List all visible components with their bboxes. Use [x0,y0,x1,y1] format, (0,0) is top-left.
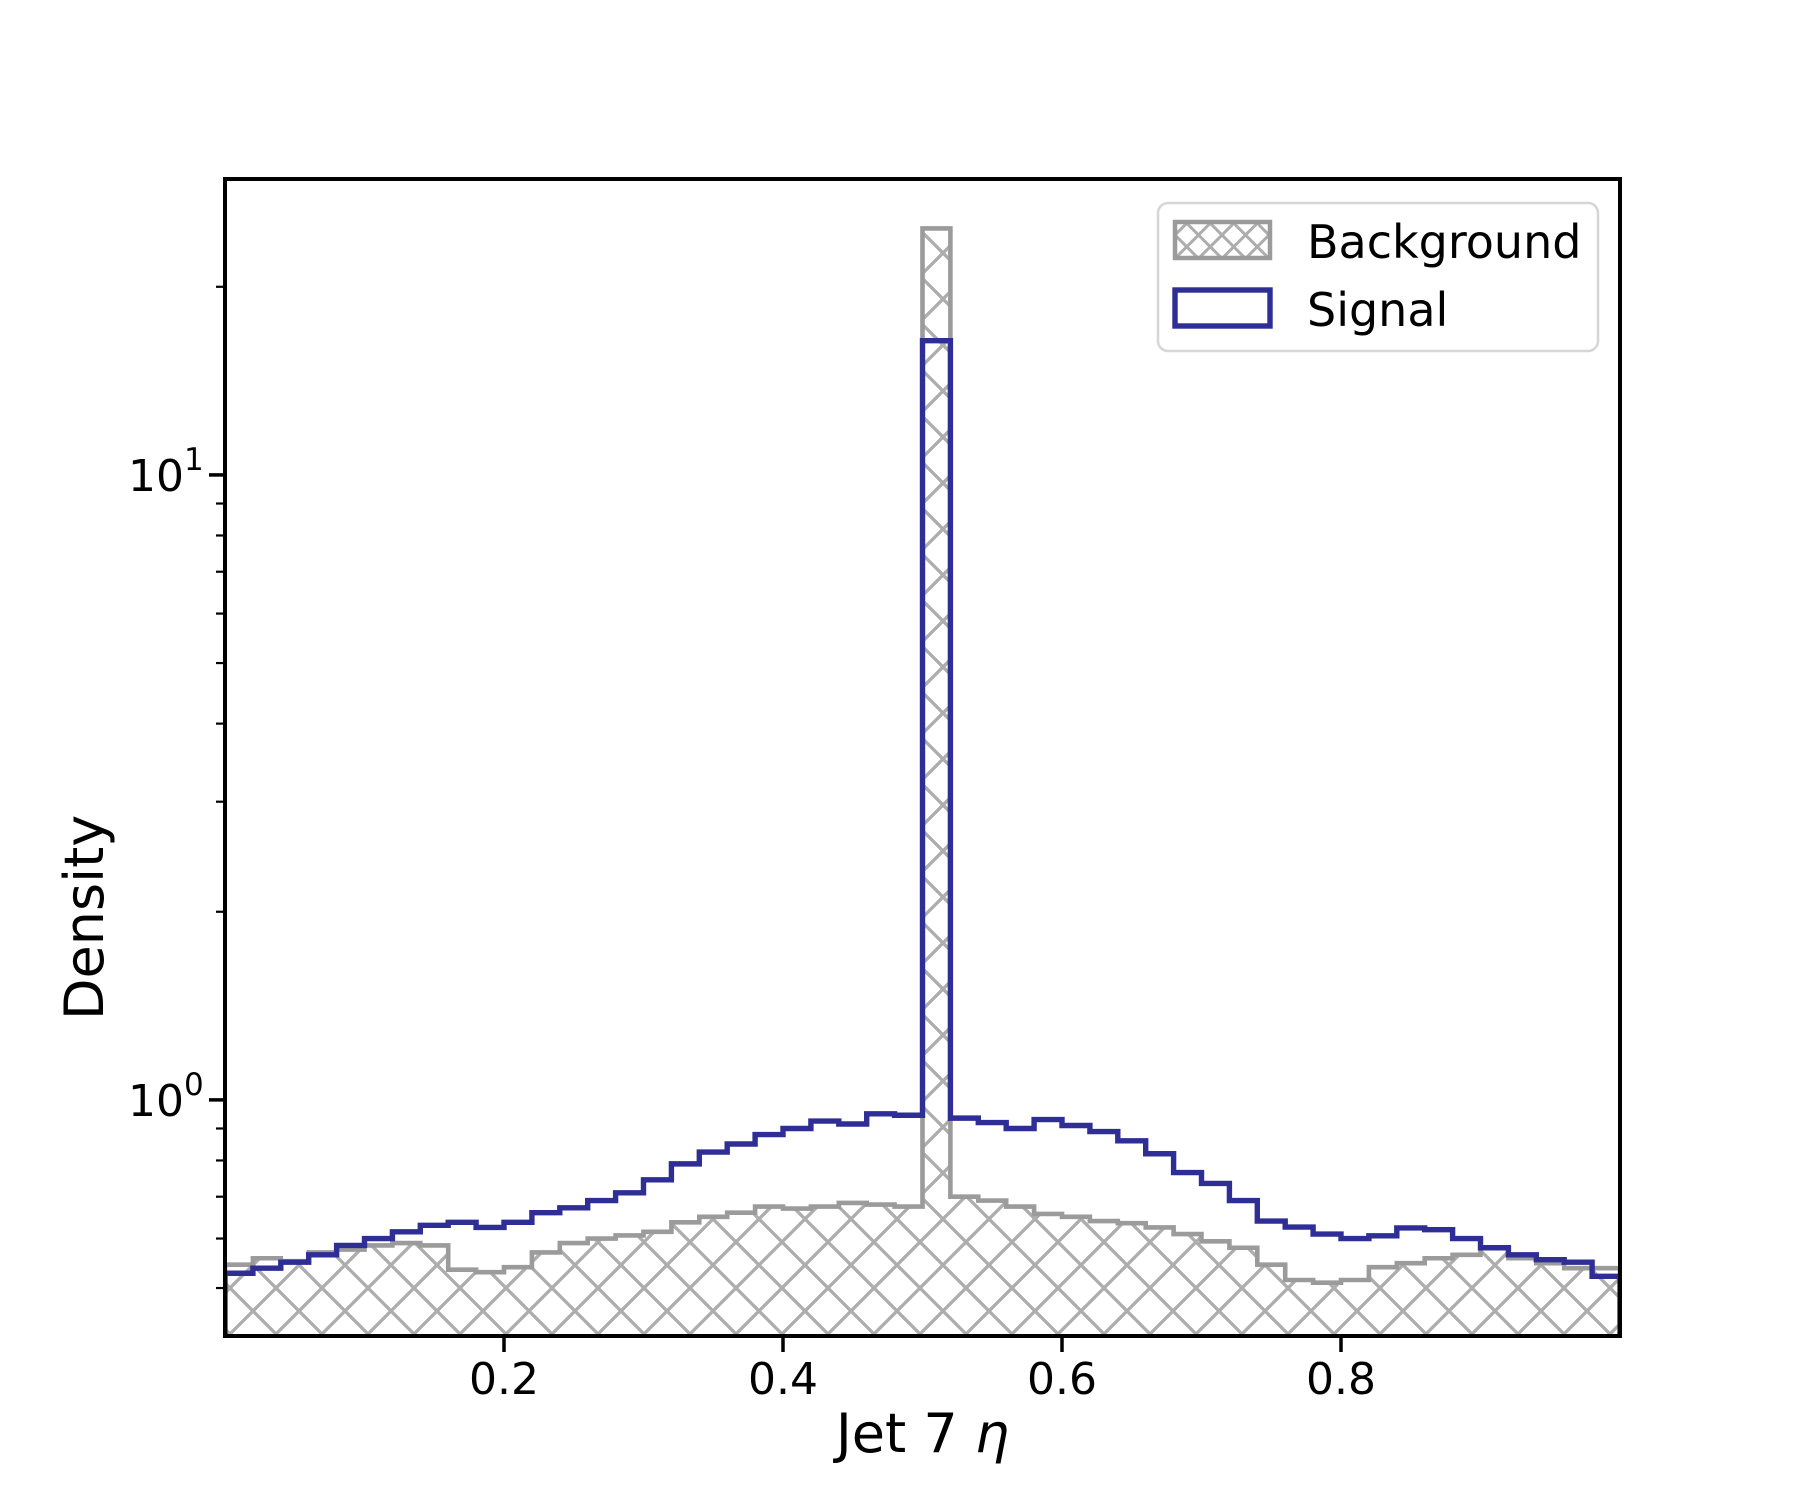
signal-series-path [225,337,1620,1336]
y-tick-label: 101 [128,442,204,502]
x-tick-label: 0.6 [1027,1354,1097,1405]
legend-label-background: Background [1307,215,1581,269]
x-tick-label: 0.8 [1306,1354,1376,1405]
legend-label-signal: Signal [1307,283,1448,337]
axes-spines [223,177,1622,1338]
y-tick-label: 100 [128,1067,204,1127]
legend-swatch-background [1172,219,1273,261]
legend-swatch-signal [1172,287,1273,329]
x-tick-label: 0.4 [748,1354,818,1405]
x-tick-label: 0.2 [469,1354,539,1405]
legend: Background Signal [1156,201,1600,353]
y-axis-label: Density [53,815,116,1020]
x-axis-label: Jet 7 η [833,1402,1009,1465]
